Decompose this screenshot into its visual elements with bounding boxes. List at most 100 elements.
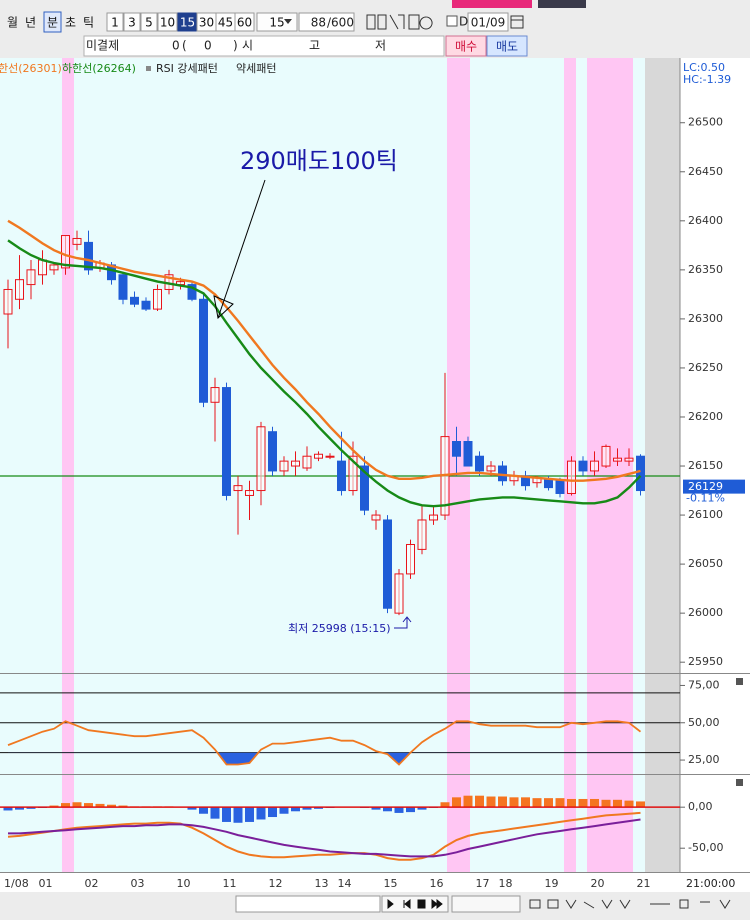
histogram-bar: [279, 807, 289, 814]
sell-button-box[interactable]: [486, 35, 528, 57]
low-arrow: [394, 616, 412, 629]
histogram-bar: [84, 803, 93, 808]
histogram-bar: [314, 807, 323, 809]
interval-button-box[interactable]: [123, 12, 141, 32]
interval-button: 45: [218, 16, 233, 30]
histogram-bar: [567, 798, 576, 808]
candle-body: [567, 460, 576, 494]
y-axis: 0,00 -50,00: [680, 800, 723, 854]
interval-button: 30: [199, 16, 214, 30]
y-axis: 25950 26000 26050 26100 26150 26200 26250 26300…: [680, 116, 723, 668]
period-button-box[interactable]: [21, 11, 40, 33]
x-tick-label: 17: [476, 877, 490, 890]
histogram-bar: [601, 799, 611, 808]
future-zone: [645, 58, 680, 872]
interval-button: 60: [237, 16, 252, 30]
candle-body: [118, 274, 128, 300]
histogram-bar: [245, 807, 254, 822]
interval-select-box[interactable]: [256, 12, 298, 32]
y-tick-label: 26400: [688, 214, 723, 227]
period-button: 년: [25, 16, 36, 30]
histogram-bar: [544, 798, 553, 808]
candle-body: [15, 279, 24, 300]
period-button-box[interactable]: [43, 11, 62, 33]
last-price-box: [683, 479, 745, 494]
zone: [62, 58, 74, 872]
nav-icons: [387, 898, 443, 910]
count-box[interactable]: [298, 12, 355, 32]
histogram-bar: [440, 802, 450, 808]
zone: [447, 58, 470, 872]
date-box[interactable]: [467, 12, 509, 32]
candle-body: [61, 235, 70, 269]
period-button: 초: [65, 16, 76, 30]
dropdown-arrow: [284, 19, 292, 24]
interval-button-box[interactable]: [106, 12, 124, 32]
histogram-bar: [463, 795, 473, 808]
y-tick-label: 26250: [688, 361, 723, 374]
histogram-bar: [417, 807, 427, 810]
interval-button-box[interactable]: [234, 12, 255, 32]
x-end-label: 21:00:00: [686, 877, 735, 890]
candle-body: [26, 269, 36, 286]
legend-entry: 하한선(26264): [62, 61, 136, 75]
candle-body: [590, 460, 599, 472]
histogram-bar: [199, 807, 208, 814]
histogram-bar: [3, 807, 13, 811]
period-button-box[interactable]: [3, 11, 22, 33]
period-button: 월: [7, 16, 18, 30]
low-note: 최저 25998 (15:15): [288, 622, 391, 635]
histogram-bar: [233, 807, 243, 823]
quote-open-interest-label: 미결제: [86, 39, 119, 53]
y-tick-label: 26000: [688, 606, 723, 619]
toolbar: 월 년 분 초 틱 1 3 5 10 15 30 45 60 15 88/600 D 01/09 매수 매도: [3, 11, 528, 57]
macd-line: [7, 811, 641, 861]
interval-button-box[interactable]: [157, 12, 178, 32]
histogram-bar: [15, 807, 24, 810]
histogram-bar: [95, 803, 105, 808]
hc-label: HC:-1.39: [683, 73, 731, 86]
buy-button-box[interactable]: [445, 35, 487, 57]
histogram-bar: [107, 804, 116, 808]
histogram-bar: [555, 798, 565, 808]
histogram-bar: [578, 798, 588, 808]
candle-body: [268, 431, 277, 472]
period-button: 분: [47, 16, 58, 30]
histogram-bar: [486, 796, 496, 808]
y-tick-label: 25950: [688, 655, 723, 668]
interval-button: 1: [111, 16, 119, 30]
candle-body: [337, 460, 346, 492]
histogram-bar: [61, 803, 70, 808]
x-tick-label: 01: [39, 877, 53, 890]
histogram-bar: [624, 800, 634, 808]
band-line: [7, 219, 641, 482]
y-tick-label: 25,00: [688, 753, 720, 766]
period-button-box[interactable]: [61, 11, 80, 33]
date-checkbox[interactable]: [446, 15, 458, 27]
interval-button: 15: [180, 16, 195, 30]
candle-body: [636, 455, 645, 492]
annotation-arrows: [213, 179, 412, 629]
candle-body: [325, 455, 335, 458]
histogram-bar: [222, 807, 231, 822]
zoom-slider[interactable]: [451, 895, 521, 913]
candle-body: [72, 237, 82, 245]
quote-paren-open: (: [182, 39, 187, 53]
last-change: -0.11%: [686, 492, 725, 505]
scrollbar[interactable]: [235, 895, 381, 913]
interval-button-box[interactable]: [140, 12, 158, 32]
histogram-bar: [187, 807, 197, 810]
bottom-bar: [0, 892, 750, 920]
y-tick-label: 26050: [688, 557, 723, 570]
panel-icon: [736, 678, 743, 685]
interval-button: 10: [160, 16, 175, 30]
macd-line: [8, 818, 641, 858]
candle-body: [624, 457, 634, 462]
period-button-box[interactable]: [79, 11, 98, 33]
candle-body: [475, 455, 484, 472]
y-tick-label: 75,00: [688, 678, 720, 691]
annotation-text: 290매도100틱: [240, 147, 398, 175]
candle-body: [291, 460, 300, 467]
x-tick-label: 13: [315, 877, 329, 890]
